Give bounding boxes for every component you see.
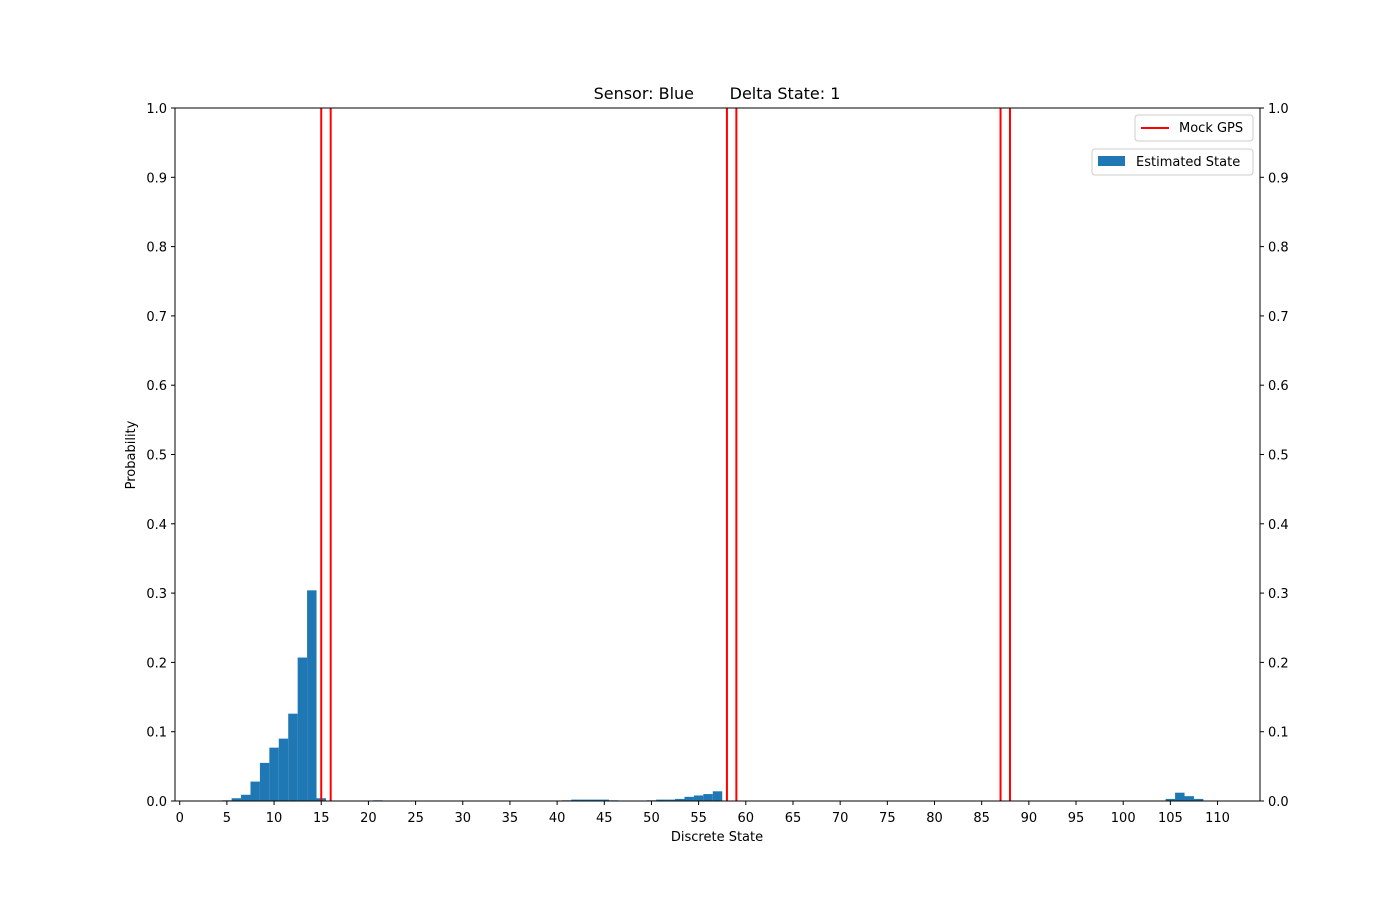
y-tick-label-left: 0.9: [146, 171, 167, 186]
bar-state-52: [665, 799, 676, 801]
x-tick-label: 100: [1111, 811, 1136, 826]
bar-state-56: [703, 794, 713, 801]
bar-state-42: [571, 799, 581, 801]
x-tick-label: 30: [454, 811, 471, 826]
bar-state-45: [599, 799, 609, 801]
x-tick-label: 95: [1068, 811, 1085, 826]
y-tick-label-left: 1.0: [146, 102, 167, 117]
y-tick-label-right: 0.3: [1268, 587, 1289, 602]
estimated-state-bars: [222, 590, 1204, 801]
x-tick-label: 85: [973, 811, 990, 826]
y-tick-label-left: 0.1: [146, 726, 167, 741]
legend-box: [1091, 148, 1254, 176]
bar-state-7: [241, 794, 251, 801]
bar-state-105: [1165, 798, 1176, 801]
y-tick-label-left: 0.3: [146, 587, 167, 602]
x-tick-label: 25: [407, 811, 424, 826]
legend-mock-gps: Mock GPS: [1134, 114, 1254, 142]
x-tick-label: 70: [832, 811, 849, 826]
y-tick-label-left: 0.7: [146, 310, 167, 325]
bar-state-13: [297, 657, 308, 801]
x-tick-label: 110: [1205, 811, 1230, 826]
x-tick-label: 80: [926, 811, 943, 826]
bar-state-55: [693, 795, 704, 801]
bar-state-44: [590, 799, 600, 801]
y-tick-label-right: 0.1: [1268, 726, 1289, 741]
x-tick-label: 60: [738, 811, 755, 826]
x-tick-label: 15: [313, 811, 330, 826]
bar-state-43: [580, 799, 591, 801]
y-tick-label-left: 0.2: [146, 656, 167, 671]
x-tick-label: 65: [785, 811, 802, 826]
x-tick-label: 0: [176, 811, 184, 826]
x-tick-label: 90: [1021, 811, 1038, 826]
legend-estimated-state: Estimated State: [1091, 148, 1254, 176]
bar-state-8: [250, 781, 260, 801]
legend-label-estimated-state: Estimated State: [1136, 155, 1240, 170]
bar-state-57: [712, 791, 723, 801]
bar-state-14: [307, 590, 317, 801]
x-tick-label: 10: [266, 811, 283, 826]
y-tick-label-left: 0.5: [146, 449, 167, 464]
bar-state-53: [675, 798, 685, 801]
bar-state-108: [1193, 798, 1204, 801]
x-axis-ticks: 0 5 10 15 20 25 30 35 40 45 50 55 60 65 70 75 80 85 90 95 10…: [176, 801, 1230, 826]
mock-gps-lines: [320, 108, 1011, 801]
x-tick-label: 45: [596, 811, 613, 826]
y-tick-label-left: 0.8: [146, 241, 167, 256]
y-tick-label-right: 0.4: [1268, 518, 1289, 533]
y-tick-label-right: 0.9: [1268, 171, 1289, 186]
bar-state-51: [656, 799, 666, 801]
y-tick-label-right: 0.5: [1268, 449, 1289, 464]
legend-label-mock-gps: Mock GPS: [1179, 121, 1243, 136]
bar-state-106: [1175, 792, 1185, 801]
x-tick-label: 75: [879, 811, 896, 826]
y-tick-label-right: 0.6: [1268, 379, 1289, 394]
bar-state-54: [684, 796, 694, 801]
y-tick-label-left: 0.0: [146, 795, 167, 810]
y-axis-ticks-left: 0.0 0.1 0.2 0.3 0.4 0.5 0.6 0.7 0.8 0.9 1.0: [146, 102, 175, 810]
x-tick-label: 55: [690, 811, 707, 826]
legend-box: [1134, 114, 1254, 142]
bar-state-12: [288, 713, 298, 801]
bar-state-107: [1184, 796, 1194, 801]
bar-state-11: [278, 738, 289, 801]
chart-title: Sensor: Blue Delta State: 1: [594, 84, 841, 103]
x-tick-label: 35: [502, 811, 519, 826]
y-tick-label-right: 0.0: [1268, 795, 1289, 810]
x-tick-label: 105: [1158, 811, 1183, 826]
y-tick-label-right: 0.2: [1268, 656, 1289, 671]
y-tick-label-left: 0.6: [146, 379, 167, 394]
bar-state-9: [259, 762, 270, 801]
x-tick-label: 5: [223, 811, 231, 826]
y-tick-label-left: 0.4: [146, 518, 167, 533]
bar-state-6: [231, 798, 242, 801]
y-tick-label-right: 0.8: [1268, 241, 1289, 256]
x-tick-label: 20: [360, 811, 377, 826]
x-tick-label: 40: [549, 811, 566, 826]
y-axis-ticks-right: 0.0 0.1 0.2 0.3 0.4 0.5 0.6 0.7 0.8 0.9 1.0: [1260, 102, 1289, 810]
x-axis-label: Discrete State: [671, 830, 763, 845]
y-tick-label-right: 0.7: [1268, 310, 1289, 325]
y-axis-label: Probability: [124, 420, 139, 489]
x-tick-label: 50: [643, 811, 660, 826]
legend-bar-swatch: [1098, 156, 1125, 166]
bar-state-10: [269, 747, 279, 801]
y-tick-label-right: 1.0: [1268, 102, 1289, 117]
